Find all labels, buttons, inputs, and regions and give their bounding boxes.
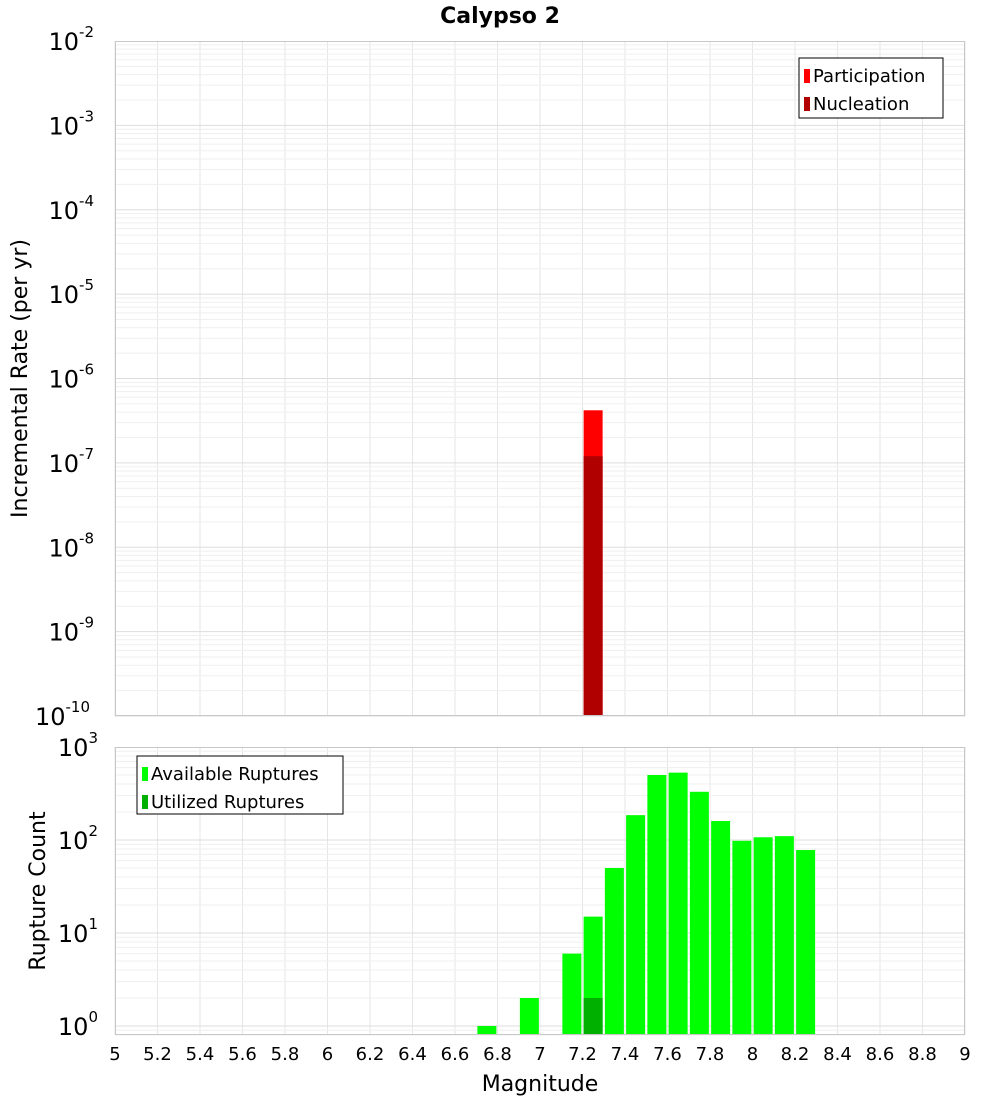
legend-swatch — [804, 97, 810, 111]
x-tick-label: 8.2 — [781, 1044, 810, 1065]
bar-available-ruptures — [732, 840, 752, 1035]
bar-available-ruptures — [668, 772, 688, 1035]
y-tick-label: 103 — [58, 729, 98, 762]
x-tick-label: 5.6 — [228, 1044, 257, 1065]
y-tick-label: 100 — [58, 1008, 98, 1041]
x-tick-label: 6.8 — [483, 1044, 512, 1065]
top-frame — [115, 41, 965, 716]
y-tick-label: 10-5 — [48, 276, 94, 309]
x-tick-label: 7.2 — [568, 1044, 597, 1065]
x-tick-label: 5.8 — [271, 1044, 300, 1065]
x-tick-label: 6.2 — [356, 1044, 385, 1065]
top-y-axis-label: Incremental Rate (per yr) — [8, 239, 33, 518]
x-tick-label: 8 — [747, 1044, 758, 1065]
bar-available-ruptures — [604, 867, 624, 1035]
x-tick-label: 9 — [959, 1044, 970, 1065]
bottom-legend: Available Ruptures Utilized Ruptures — [136, 755, 344, 815]
legend-label: Utilized Ruptures — [151, 792, 304, 813]
bar-utilized-ruptures — [583, 997, 603, 1035]
bar-nucleation — [583, 456, 603, 716]
top-legend: Participation Nucleation — [798, 57, 944, 119]
bottom-y-ticks: 103 102 101 100 — [58, 729, 98, 1041]
y-tick-label: 10-9 — [48, 614, 94, 647]
bar-available-ruptures — [562, 953, 582, 1035]
y-tick-label: 10-10 — [35, 698, 90, 731]
bar-available-ruptures — [796, 850, 816, 1035]
legend-box — [798, 57, 944, 119]
bottom-y-axis-label: Rupture Count — [26, 811, 51, 971]
x-axis-label: Magnitude — [482, 1072, 599, 1097]
top-panel: 10-2 10-3 10-4 10-5 10-6 10-7 10-8 10-9 10-10 In… — [8, 23, 966, 731]
y-tick-label: 10-7 — [48, 445, 94, 478]
x-tick-label: 8.6 — [866, 1044, 895, 1065]
top-bars — [583, 410, 603, 716]
bar-available-ruptures — [477, 1025, 497, 1035]
top-y-ticks: 10-2 10-3 10-4 10-5 10-6 10-7 10-8 10-9 10-10 — [35, 23, 94, 731]
bar-available-ruptures — [626, 815, 646, 1035]
bar-available-ruptures — [689, 791, 709, 1035]
x-tick-label: 6.4 — [398, 1044, 427, 1065]
bottom-bars — [477, 772, 816, 1035]
top-grid — [114, 41, 966, 717]
bar-available-ruptures — [711, 821, 731, 1035]
y-tick-label: 10-4 — [48, 192, 94, 225]
x-tick-label: 7.6 — [653, 1044, 682, 1065]
y-tick-label: 10-2 — [48, 23, 94, 56]
y-tick-label: 102 — [58, 822, 98, 855]
legend-swatch — [142, 795, 148, 809]
x-axis-ticks: 5 5.2 5.4 5.6 5.8 6 6.2 6.4 6.6 6.8 7 7.2 7.4 7.6 7.8 8… — [109, 1044, 970, 1065]
x-tick-label: 5 — [109, 1044, 120, 1065]
legend-label: Participation — [813, 66, 925, 87]
legend-swatch — [142, 767, 148, 781]
y-tick-label: 101 — [58, 915, 98, 948]
x-tick-label: 8.8 — [908, 1044, 937, 1065]
x-tick-label: 8.4 — [823, 1044, 852, 1065]
bottom-panel: 103 102 101 100 Rupture Count Available Rup… — [26, 729, 966, 1041]
chart-title: Calypso 2 — [440, 4, 560, 29]
legend-label: Available Ruptures — [151, 764, 319, 785]
bottom-frame — [115, 747, 965, 1035]
x-tick-label: 5.2 — [143, 1044, 172, 1065]
x-tick-label: 7 — [534, 1044, 545, 1065]
legend-box — [136, 755, 344, 815]
x-tick-label: 6.6 — [441, 1044, 470, 1065]
x-tick-label: 5.4 — [186, 1044, 215, 1065]
x-tick-label: 7.8 — [696, 1044, 725, 1065]
y-tick-label: 10-6 — [48, 361, 94, 394]
x-tick-label: 6 — [322, 1044, 333, 1065]
legend-label: Nucleation — [813, 94, 909, 115]
legend-swatch — [804, 69, 810, 83]
bar-available-ruptures — [519, 997, 539, 1035]
bar-available-ruptures — [774, 836, 794, 1035]
bar-available-ruptures — [647, 774, 667, 1035]
bar-available-ruptures — [753, 837, 773, 1035]
y-tick-label: 10-8 — [48, 529, 94, 562]
y-tick-label: 10-3 — [48, 107, 94, 140]
x-tick-label: 7.4 — [611, 1044, 640, 1065]
